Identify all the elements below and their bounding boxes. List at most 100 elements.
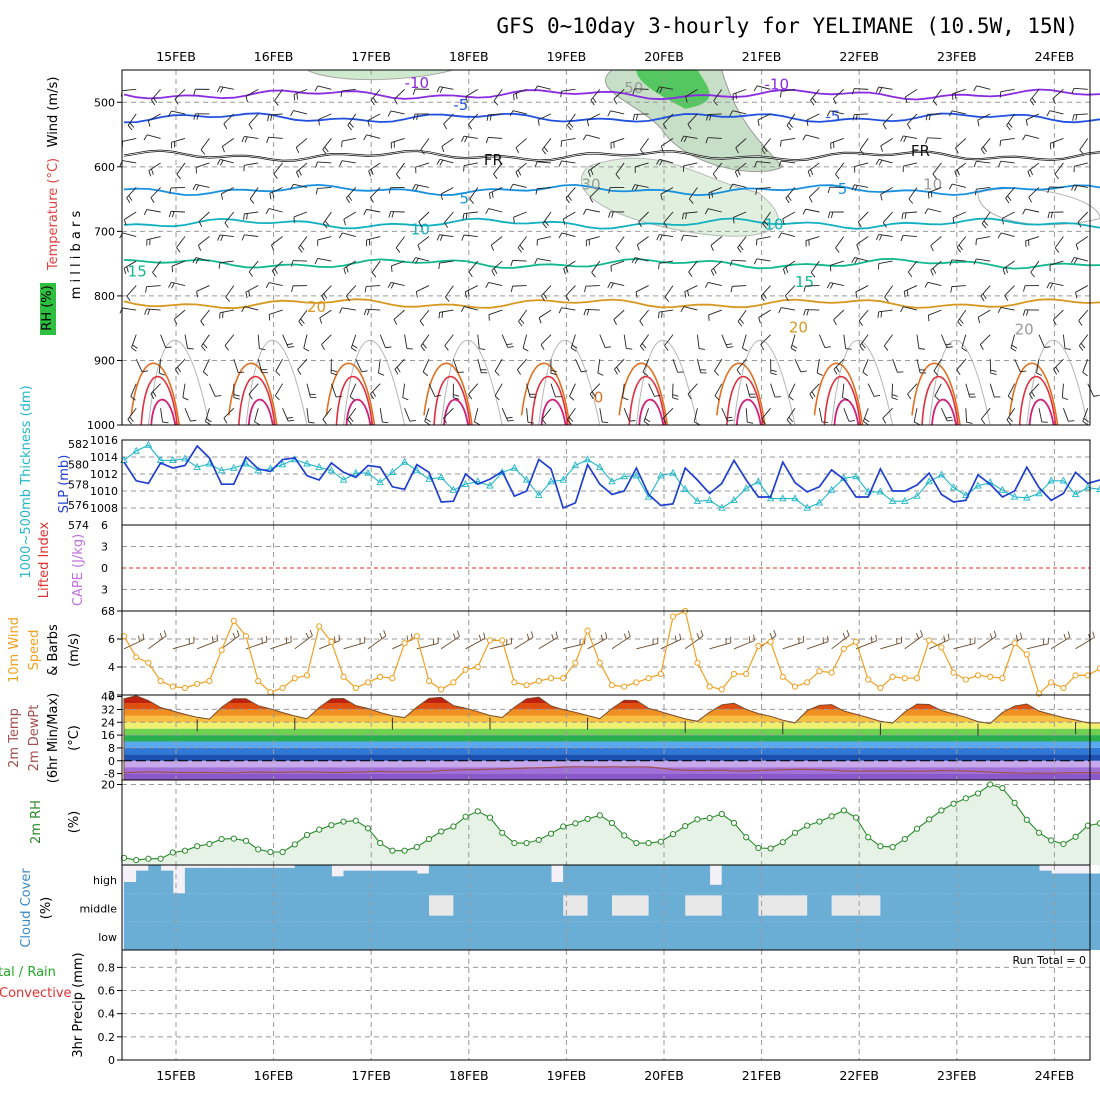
temp-band <box>124 754 1100 761</box>
wind-speed-line-point <box>450 679 457 686</box>
wind-barb <box>522 334 528 349</box>
wind-speed-line-point <box>865 676 872 683</box>
wind-barb-flag <box>1093 394 1100 397</box>
date-label-bottom: 17FEB <box>351 1068 391 1083</box>
cloud-bar-low <box>477 921 491 950</box>
wind-barb-flag <box>322 223 328 229</box>
wind-barb-flag <box>215 394 222 397</box>
rh-line-point <box>633 839 640 847</box>
wind-barb-flag <box>810 169 814 176</box>
wind-barb-flag <box>515 147 520 154</box>
wind-barb-flag <box>370 393 374 400</box>
wind-barb <box>122 232 137 237</box>
rh-contour <box>733 339 796 426</box>
wind-barb-flag <box>143 134 148 141</box>
wind-barb-flag <box>347 125 352 131</box>
wind-barb <box>856 236 869 245</box>
cloud-bar-high <box>465 865 479 894</box>
wind-barb <box>786 113 796 126</box>
wind-barb-flag <box>610 282 614 289</box>
wind-barb <box>736 358 747 371</box>
wind-barb <box>518 309 527 322</box>
wind-barb-flag <box>402 397 409 401</box>
wind-barb-flag <box>861 343 866 349</box>
cloud-bar-high <box>916 865 930 894</box>
cloud-bar-high <box>197 867 210 894</box>
wind-barb <box>1005 187 1015 199</box>
wind10m-barb-flag <box>1063 633 1067 640</box>
wind-barb-flag <box>903 291 906 298</box>
wind-barb-flag <box>932 100 938 106</box>
wind-barb <box>513 211 527 218</box>
wind-barb <box>219 234 234 237</box>
wind-speed-line-point <box>889 673 896 680</box>
wind-barb <box>1000 137 1015 141</box>
wind-speed-line-point <box>816 668 823 675</box>
wind-barb <box>1077 211 1089 223</box>
wind-barb-flag <box>1046 282 1051 289</box>
wind-barb <box>440 187 454 195</box>
wind-barb-flag <box>129 122 135 128</box>
wind-barb-flag <box>713 100 718 106</box>
wind-barb-flag <box>856 244 860 251</box>
wind-barb-flag <box>842 397 849 401</box>
wind-barb-flag <box>490 245 495 251</box>
wind-barb-flag <box>950 286 953 293</box>
wind-barb-flag <box>315 188 318 195</box>
wind-barb-flag <box>835 366 840 373</box>
wind10m-barb <box>221 635 240 650</box>
wind-barb <box>468 260 479 273</box>
cloud-bar-low <box>233 921 247 950</box>
wind-barb-flag <box>315 161 318 168</box>
wind-barb-flag <box>388 211 392 218</box>
wind-barb <box>220 158 234 164</box>
cloud-bar-low <box>636 921 650 950</box>
cloud-gap <box>563 895 588 916</box>
wind-barb-flag <box>956 369 961 376</box>
date-label-bottom: 18FEB <box>449 1068 489 1083</box>
wind-barb-flag <box>474 421 480 426</box>
wind-barb-flag <box>385 346 392 349</box>
wind-barb <box>223 407 235 419</box>
wind-barb-flag <box>565 266 569 273</box>
wind-barb <box>254 408 259 422</box>
wind-barb-flag <box>959 318 964 324</box>
rh-contour <box>245 339 308 426</box>
panels: 15FEB15FEB16FEB16FEB17FEB17FEB18FEB18FEB… <box>0 49 1100 1083</box>
wind-barb-flag <box>854 185 858 191</box>
wind-barb-flag <box>907 393 912 400</box>
wind-speed-line-point <box>1023 651 1030 658</box>
wind-barb-flag <box>1029 169 1034 176</box>
wind-barb <box>561 88 576 92</box>
isotherm-25 <box>813 362 864 426</box>
rh-line-point <box>230 835 237 842</box>
cloud-bar-middle <box>648 893 662 922</box>
cloud-bar-high <box>526 865 540 894</box>
wind-barb <box>424 408 430 422</box>
thickness-line-point <box>913 491 921 499</box>
rh-ylabel-2: (%) <box>67 811 82 834</box>
wind-barb-flag <box>544 220 549 226</box>
wind-barb <box>244 135 259 139</box>
wind-barb-flag <box>443 222 449 228</box>
wind-barb-flag <box>128 195 133 201</box>
wind10m-barb-flag <box>993 630 997 637</box>
wind-speed-line-point <box>133 654 140 661</box>
wind-barb-flag <box>506 416 513 419</box>
wind-barb-flag <box>737 247 742 253</box>
thickness-line-point <box>510 463 519 471</box>
cloud-bar-low <box>416 921 430 950</box>
wind-barb-flag <box>193 113 196 120</box>
wind-speed-line-point <box>279 684 286 692</box>
wind-barb <box>634 184 649 188</box>
wind10m-barb <box>660 639 681 650</box>
wind-ylabel-3: & Barbs <box>46 624 61 676</box>
wind-barb <box>1027 162 1040 172</box>
wind10m-barb-flag <box>383 630 387 637</box>
cloud-bar-high <box>660 865 674 894</box>
wind-barb-flag <box>636 244 640 251</box>
wind-barb <box>708 208 722 213</box>
wind-barb <box>882 211 893 223</box>
wind10m-barb-flag <box>605 632 608 639</box>
